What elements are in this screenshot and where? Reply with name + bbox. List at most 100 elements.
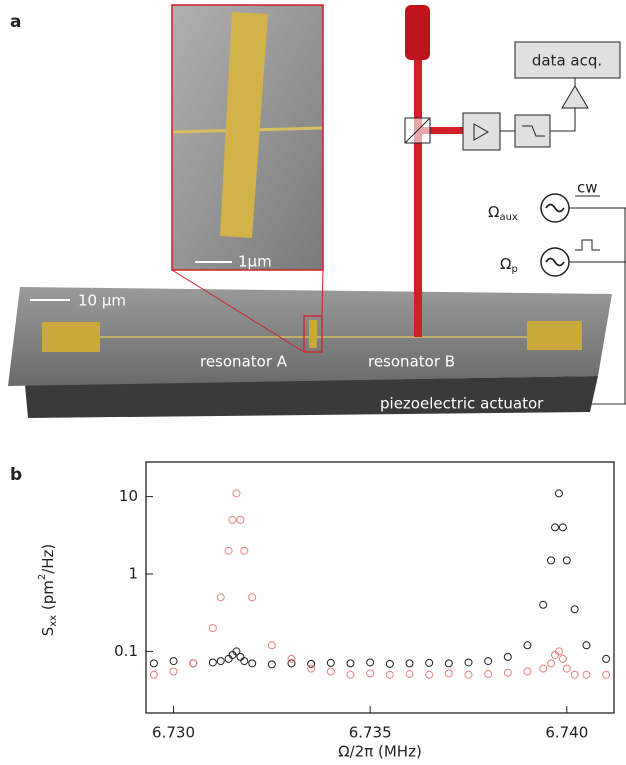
inset-cross <box>220 12 268 238</box>
point <box>224 654 233 663</box>
panel-label: b <box>10 465 22 485</box>
point <box>228 515 237 524</box>
point <box>551 523 560 532</box>
x-tick-label: 6.735 <box>349 724 392 742</box>
point <box>558 523 567 532</box>
point <box>444 659 453 668</box>
point <box>240 546 249 555</box>
point <box>464 658 473 667</box>
source <box>545 257 565 267</box>
point <box>547 556 556 565</box>
y-axis-label: Sxx (pm2/Hz) <box>37 544 59 637</box>
resonator-label: resonator A <box>200 353 288 371</box>
y-label-part: S <box>39 627 57 637</box>
point <box>503 668 512 677</box>
point <box>366 658 375 667</box>
omega: Ω <box>500 255 511 273</box>
point <box>385 659 394 668</box>
point <box>558 654 567 663</box>
sub: p <box>511 264 517 275</box>
point <box>236 515 245 524</box>
probe-label: Ωp <box>500 255 518 276</box>
point <box>236 652 245 661</box>
point <box>208 658 217 667</box>
laser <box>405 5 430 60</box>
y-tick-label: 1 <box>128 565 138 583</box>
pulse <box>575 239 600 251</box>
point <box>562 556 571 565</box>
y-label-part: /Hz) <box>39 544 57 574</box>
point <box>444 669 453 678</box>
daq <box>514 41 621 79</box>
cross-beam <box>309 320 317 348</box>
point <box>169 657 178 666</box>
point <box>287 654 296 663</box>
point <box>484 670 493 679</box>
point <box>523 667 532 676</box>
point <box>523 641 532 650</box>
filter <box>514 114 551 148</box>
amplifier <box>561 85 589 109</box>
point <box>232 647 241 656</box>
point <box>602 670 611 679</box>
point <box>582 670 591 679</box>
point <box>240 657 249 666</box>
point <box>405 670 414 679</box>
point <box>582 641 591 650</box>
point <box>503 652 512 661</box>
point <box>554 489 563 498</box>
x-tick-label: 6.730 <box>152 724 195 742</box>
point <box>405 659 414 668</box>
laser-beam <box>414 60 422 337</box>
zoom-box <box>303 315 323 353</box>
axes-frame <box>145 461 615 714</box>
point <box>602 654 611 663</box>
point <box>562 664 571 673</box>
y-label-part: xx <box>48 615 59 627</box>
zoom-line <box>171 269 305 353</box>
sub: aux <box>499 212 517 223</box>
point <box>539 600 548 609</box>
x-axis-label: Ω/2π (MHz) <box>338 743 422 761</box>
point <box>484 657 493 666</box>
filter <box>522 125 545 137</box>
point <box>224 546 233 555</box>
point <box>248 659 257 668</box>
pad <box>42 322 100 352</box>
point <box>539 664 548 673</box>
beam-splitter <box>404 117 431 144</box>
point <box>189 659 198 668</box>
laser-beam <box>418 127 465 134</box>
point <box>149 659 158 668</box>
point <box>554 647 563 656</box>
point <box>248 593 257 602</box>
inset-scale-label: 1μm <box>238 253 272 271</box>
y-tick-label: 0.1 <box>114 642 138 660</box>
scale-label: 10 μm <box>78 292 126 310</box>
point <box>326 667 335 676</box>
panel-label: a <box>10 12 21 32</box>
point <box>208 624 217 633</box>
point <box>149 670 158 679</box>
point <box>366 669 375 678</box>
point <box>547 659 556 668</box>
point <box>570 670 579 679</box>
point <box>216 593 225 602</box>
panel-a: a 10 μm resonator A resonator B piezoele… <box>8 4 626 418</box>
daq-label: data acq. <box>532 52 602 70</box>
point <box>570 605 579 614</box>
source <box>545 203 565 213</box>
zoom-line <box>321 269 324 317</box>
y-label-part: 2 <box>37 574 48 580</box>
cw-label: cw <box>577 179 598 197</box>
resonator-label: resonator B <box>368 353 455 371</box>
x-tick-label: 6.740 <box>545 724 588 742</box>
point <box>216 657 225 666</box>
y-tick-label: 10 <box>119 487 138 505</box>
panel-b: b Ω/2π (MHz) Sxx (pm2/Hz) 0.1 1 10 6.730 6.7… <box>10 461 615 761</box>
point <box>287 659 296 668</box>
photodiode <box>473 123 490 141</box>
pad <box>527 321 582 350</box>
point <box>425 658 434 667</box>
